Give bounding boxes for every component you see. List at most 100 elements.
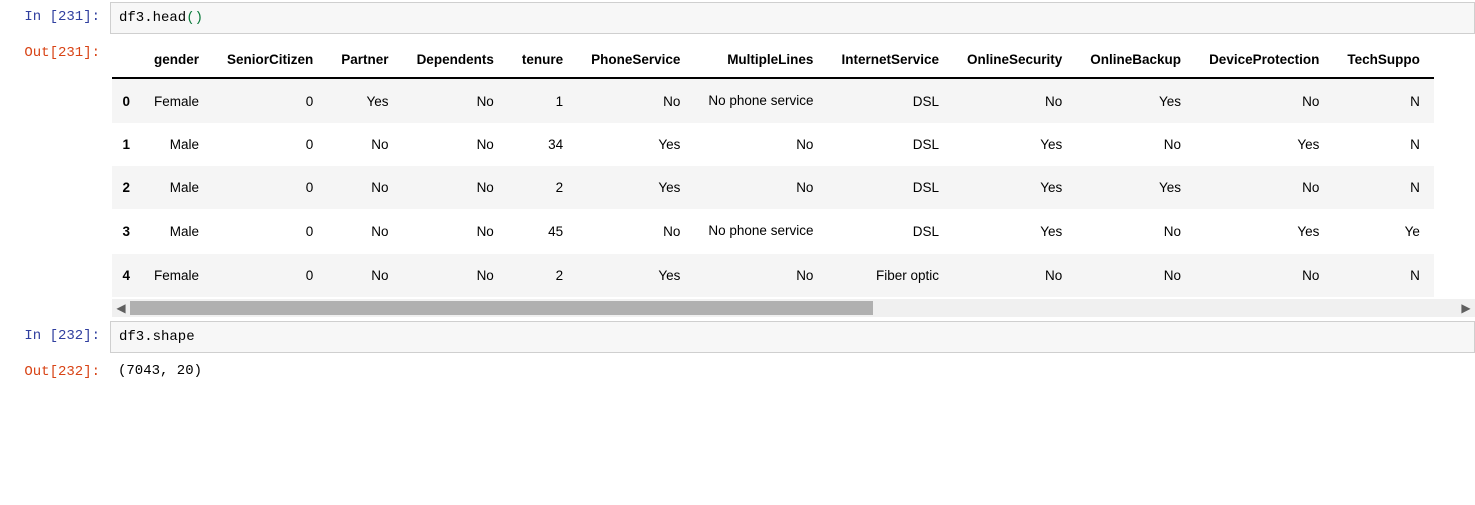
dataframe-cell: Male — [140, 123, 213, 166]
dataframe-cell: Yes — [1195, 123, 1333, 166]
table-row: 2Male0NoNo2YesNoDSLYesYesNoN — [112, 166, 1434, 209]
prompt-suffix: ]: — [83, 364, 100, 380]
dataframe-cell: 34 — [508, 123, 577, 166]
dataframe-cell: 0 — [213, 166, 327, 209]
code-token: df3.head — [119, 10, 186, 26]
dataframe-col-header: OnlineBackup — [1076, 42, 1195, 78]
prompt-number: 231 — [58, 45, 83, 61]
dataframe-col-header: tenure — [508, 42, 577, 78]
input-prompt: In [232]: — [0, 321, 110, 351]
dataframe-col-header: DeviceProtection — [1195, 42, 1333, 78]
dataframe-cell: No — [1076, 254, 1195, 297]
dataframe-cell: No — [403, 166, 508, 209]
dataframe-corner — [112, 42, 140, 78]
dataframe-col-header: TechSuppo — [1333, 42, 1434, 78]
prompt-suffix: ]: — [83, 9, 100, 25]
output-prompt: Out[232]: — [0, 357, 110, 387]
dataframe-cell: No — [1195, 78, 1333, 123]
code-editor[interactable]: df3.head() — [110, 2, 1475, 34]
prompt-suffix: ]: — [83, 328, 100, 344]
dataframe-cell: Yes — [1195, 209, 1333, 253]
dataframe-cell: Yes — [327, 78, 402, 123]
dataframe-table: genderSeniorCitizenPartnerDependentstenu… — [112, 42, 1434, 296]
dataframe-cell: 0 — [213, 209, 327, 253]
dataframe-cell: Yes — [577, 166, 694, 209]
dataframe-cell: No — [403, 254, 508, 297]
dataframe-cell: Yes — [1076, 78, 1195, 123]
output-text: (7043, 20) — [118, 363, 202, 379]
dataframe-cell: DSL — [827, 78, 953, 123]
prompt-number: 232 — [58, 328, 83, 344]
scrollbar-thumb[interactable] — [130, 301, 873, 315]
prompt-prefix: Out[ — [24, 364, 58, 380]
prompt-number: 232 — [58, 364, 83, 380]
dataframe-col-header: InternetService — [827, 42, 953, 78]
code-cell-output: Out[232]: (7043, 20) — [0, 355, 1475, 389]
horizontal-scrollbar[interactable]: ◀ ▶ — [112, 299, 1475, 317]
dataframe-cell: No — [403, 123, 508, 166]
dataframe-cell: 0 — [213, 123, 327, 166]
dataframe-row-index: 3 — [112, 209, 140, 253]
dataframe-cell: No — [327, 254, 402, 297]
dataframe-row-index: 0 — [112, 78, 140, 123]
dataframe-col-header: SeniorCitizen — [213, 42, 327, 78]
scroll-left-arrow-icon[interactable]: ◀ — [112, 299, 130, 317]
dataframe-cell: No phone service — [694, 78, 827, 123]
prompt-prefix: In [ — [24, 328, 58, 344]
dataframe-header-row: genderSeniorCitizenPartnerDependentstenu… — [112, 42, 1434, 78]
dataframe-cell: DSL — [827, 123, 953, 166]
dataframe-cell: No — [327, 123, 402, 166]
dataframe-cell: Yes — [953, 123, 1076, 166]
dataframe-cell: No — [694, 254, 827, 297]
table-row: 1Male0NoNo34YesNoDSLYesNoYesN — [112, 123, 1434, 166]
dataframe-cell: Yes — [577, 123, 694, 166]
scrollbar-track[interactable] — [130, 301, 1457, 315]
dataframe-cell: No — [953, 78, 1076, 123]
prompt-number: 231 — [58, 9, 83, 25]
output-prompt: Out[231]: — [0, 38, 110, 68]
text-output: (7043, 20) — [110, 357, 1475, 385]
dataframe-cell: N — [1333, 123, 1434, 166]
dataframe-cell: 0 — [213, 78, 327, 123]
dataframe-cell: Yes — [953, 166, 1076, 209]
dataframe-thead: genderSeniorCitizenPartnerDependentstenu… — [112, 42, 1434, 78]
code-editor[interactable]: df3.shape — [110, 321, 1475, 353]
dataframe-cell: 2 — [508, 166, 577, 209]
dataframe-cell: DSL — [827, 166, 953, 209]
dataframe-cell: No phone service — [694, 209, 827, 253]
dataframe-cell: No — [403, 78, 508, 123]
dataframe-cell: Yes — [577, 254, 694, 297]
dataframe-cell: No — [1195, 166, 1333, 209]
dataframe-scroll-area[interactable]: genderSeniorCitizenPartnerDependentstenu… — [112, 42, 1475, 296]
dataframe-cell: No — [694, 123, 827, 166]
prompt-prefix: Out[ — [24, 45, 58, 61]
dataframe-cell: DSL — [827, 209, 953, 253]
dataframe-cell: Female — [140, 78, 213, 123]
input-prompt: In [231]: — [0, 2, 110, 32]
dataframe-col-header: Partner — [327, 42, 402, 78]
dataframe-col-header: PhoneService — [577, 42, 694, 78]
table-row: 0Female0YesNo1NoNo phone serviceDSLNoYes… — [112, 78, 1434, 123]
dataframe-cell: Yes — [1076, 166, 1195, 209]
dataframe-cell: N — [1333, 254, 1434, 297]
scroll-right-arrow-icon[interactable]: ▶ — [1457, 299, 1475, 317]
dataframe-cell: Fiber optic — [827, 254, 953, 297]
code-cell-input: In [232]: df3.shape — [0, 319, 1475, 355]
dataframe-cell: No — [1076, 209, 1195, 253]
code-token-paren: () — [186, 10, 203, 26]
dataframe-cell: 0 — [213, 254, 327, 297]
dataframe-cell: Male — [140, 209, 213, 253]
prompt-suffix: ]: — [83, 45, 100, 61]
code-token: df3.shape — [119, 329, 195, 345]
dataframe-col-header: OnlineSecurity — [953, 42, 1076, 78]
dataframe-tbody: 0Female0YesNo1NoNo phone serviceDSLNoYes… — [112, 78, 1434, 296]
dataframe-cell: No — [577, 209, 694, 253]
dataframe-cell: No — [577, 78, 694, 123]
table-row: 4Female0NoNo2YesNoFiber opticNoNoNoN — [112, 254, 1434, 297]
dataframe-cell: No — [327, 209, 402, 253]
dataframe-cell: Female — [140, 254, 213, 297]
dataframe-cell: No — [403, 209, 508, 253]
dataframe-cell: N — [1333, 166, 1434, 209]
dataframe-cell: No — [694, 166, 827, 209]
dataframe-row-index: 1 — [112, 123, 140, 166]
